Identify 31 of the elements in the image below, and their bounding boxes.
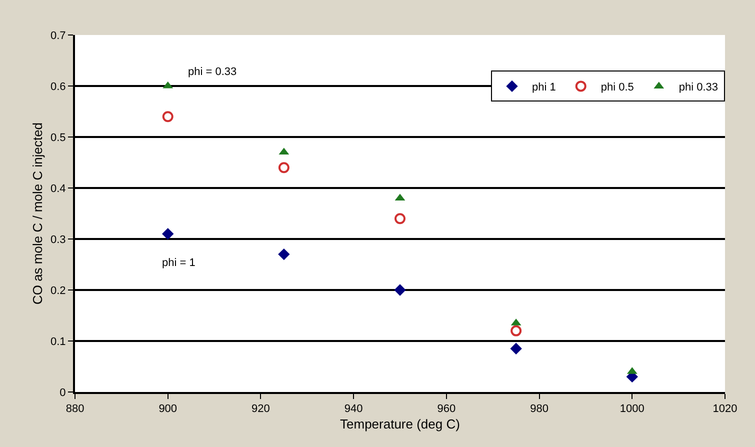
point [162,111,174,122]
point [162,228,174,240]
x-tick-label: 980 [530,403,548,416]
x-tick-label: 900 [158,403,178,416]
y-tick-label: 0.1 [50,336,66,348]
y-tick-label: 0.3 [50,234,66,246]
point [278,248,290,260]
annotation: phi = 1 [162,257,196,269]
x-tick-label: 880 [66,403,84,416]
legend-label: phi 0.33 [678,81,718,94]
y-tick-label: 0.4 [50,182,66,195]
y-tick-label: 0 [60,386,66,399]
x-tick-label: 960 [437,403,456,416]
point [510,342,522,354]
point [394,213,406,224]
annotation: phi = 0.33 [188,66,237,78]
x-tick-label: 920 [252,403,270,416]
x-tick-label: 940 [344,403,363,416]
y-tick-label: 0.2 [50,284,66,297]
x-tick-label: 1000 [620,403,644,416]
x-axis-title: Temperature (deg C) [340,416,460,432]
y-tick-label: 0.7 [50,30,66,42]
point [510,325,522,336]
point [278,162,290,174]
legend-label: phi 1 [532,81,556,94]
x-tick-label: 1020 [712,403,738,416]
point [394,284,406,296]
y-tick-label: 0.5 [50,132,66,144]
y-tick-label: 0.6 [50,80,66,93]
legend-label: phi 0.5 [600,81,634,94]
y-axis-title: CO as mole C / mole C injected [30,122,45,305]
